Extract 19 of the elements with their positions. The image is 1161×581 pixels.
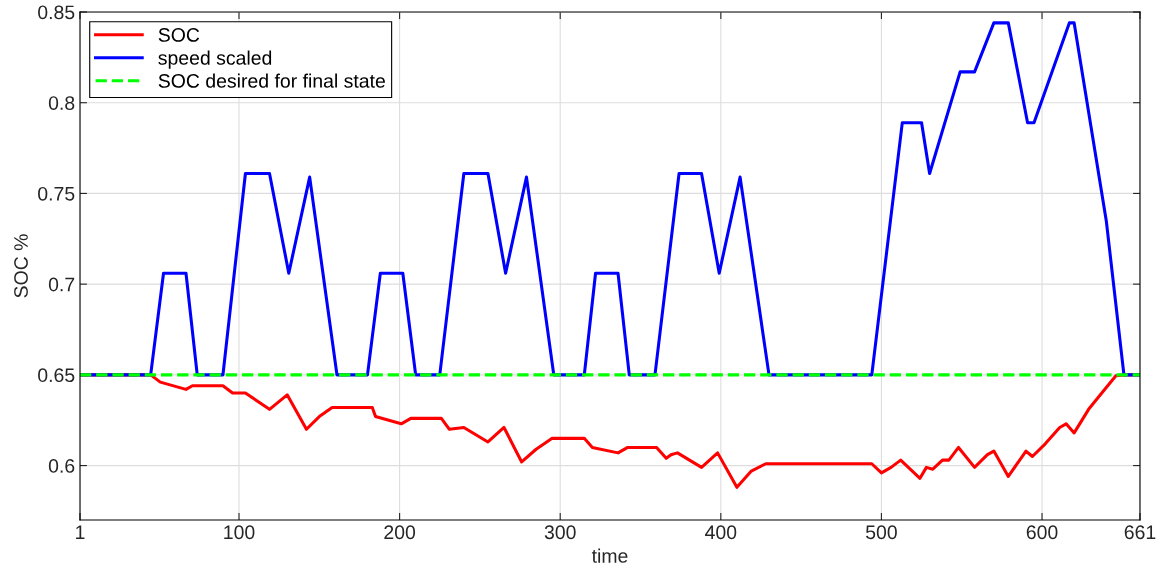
y-tick-label: 0.6: [48, 459, 75, 473]
y-tick-label: 0.7: [48, 277, 75, 292]
x-tick-label: 600: [1026, 525, 1058, 540]
y-tick-label: 0.65: [38, 368, 75, 383]
legend-label: SOC desired for final state: [158, 73, 385, 88]
x-tick-label: 400: [705, 525, 737, 540]
x-tick-label: 100: [224, 525, 255, 540]
x-axis-title: time: [591, 548, 628, 563]
y-axis-title: SOC %: [14, 234, 28, 298]
legend-label: speed scaled: [158, 50, 272, 69]
y-tick-label: 0.75: [38, 186, 75, 201]
legend-label: SOC: [158, 28, 200, 42]
y-tick-label: 0.8: [48, 96, 75, 110]
x-tick-label: 1: [76, 525, 85, 539]
y-tick-label: 0.85: [38, 5, 75, 20]
x-tick-label: 300: [544, 525, 576, 540]
x-tick-label: 500: [865, 525, 897, 540]
x-tick-label: 661: [1124, 525, 1156, 540]
x-tick-label: 200: [384, 525, 416, 540]
